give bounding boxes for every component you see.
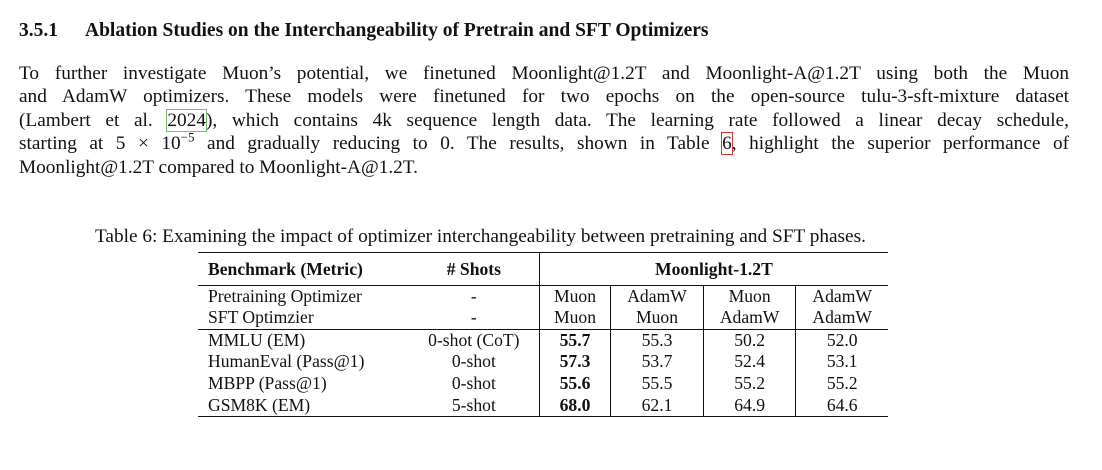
citation-link[interactable]: 2024 xyxy=(166,108,207,132)
score-cell-best: 68.0 xyxy=(538,394,611,417)
shots-cell: 0-shot xyxy=(451,372,496,393)
score-cell-best: 57.3 xyxy=(538,351,611,373)
results-table: Benchmark (Metric) # Shots Moonlight-1.2… xyxy=(198,252,888,417)
score-cell: 53.1 xyxy=(795,351,888,373)
shots-cell: 5-shot xyxy=(451,394,496,415)
score-cell: 55.3 xyxy=(610,329,704,352)
config-cell: Muon xyxy=(538,307,611,330)
config-label: Pretraining Optimizer xyxy=(208,285,362,306)
config-row: Pretraining Optimizer - Muon AdamW Muon … xyxy=(198,285,888,308)
config-row: SFT Optimzier - Muon Muon AdamW AdamW xyxy=(198,307,888,330)
score-cell: 64.9 xyxy=(702,394,796,417)
score-cell: 64.6 xyxy=(795,394,888,417)
benchmark-cell: HumanEval (Pass@1) xyxy=(208,351,365,372)
paragraph-line-5: Moonlight@1.2T compared to Moonlight-A@1… xyxy=(19,156,418,178)
line-3-text-a: (Lambert et al. xyxy=(19,109,168,131)
config-cell: AdamW xyxy=(795,285,888,308)
table-row: MBPP (Pass@1) 0-shot 55.6 55.5 55.2 55.2 xyxy=(198,372,888,395)
table-row: MMLU (EM) 0-shot (CoT) 55.7 55.3 50.2 52… xyxy=(198,329,888,352)
line-4-text-c: , highlight the superior performance of xyxy=(731,133,1070,155)
table-row: GSM8K (EM) 5-shot 68.0 62.1 64.9 64.6 xyxy=(198,394,888,417)
config-cell: Muon xyxy=(702,285,796,308)
score-cell: 50.2 xyxy=(702,329,796,352)
exponent: −5 xyxy=(180,129,195,145)
config-cell: AdamW xyxy=(610,285,704,308)
paragraph-line-1: To further investigate Muon’s potential,… xyxy=(19,63,1069,84)
line-4-text-a: starting at 5 × 10 xyxy=(19,133,181,155)
score-cell: 55.2 xyxy=(702,372,796,395)
line-4-text-b: and gradually reducing to 0. The results… xyxy=(194,133,723,155)
section-number: 3.5.1 xyxy=(19,20,58,41)
score-cell-best: 55.7 xyxy=(538,329,611,352)
benchmark-cell: MBPP (Pass@1) xyxy=(208,372,327,393)
section-heading: 3.5.1 Ablation Studies on the Interchange… xyxy=(19,20,709,42)
benchmark-cell: GSM8K (EM) xyxy=(208,394,311,415)
score-cell: 53.7 xyxy=(610,351,704,373)
config-cell: Muon xyxy=(538,285,611,308)
header-model: Moonlight-1.2T xyxy=(538,252,888,286)
shots-cell: 0-shot (CoT) xyxy=(428,329,520,350)
config-cell: Muon xyxy=(610,307,704,330)
config-cell: AdamW xyxy=(795,307,888,330)
line-3-text-b: ), which contains 4k sequence length dat… xyxy=(205,109,1069,131)
table-reference-link[interactable]: 6 xyxy=(721,132,733,156)
score-cell: 55.2 xyxy=(795,372,888,395)
section-title: Ablation Studies on the Interchangeabili… xyxy=(85,20,709,41)
score-cell: 62.1 xyxy=(610,394,704,417)
table-caption: Table 6: Examining the impact of optimiz… xyxy=(95,226,866,247)
score-cell: 52.0 xyxy=(795,329,888,352)
score-cell: 55.5 xyxy=(610,372,704,395)
header-benchmark: Benchmark (Metric) xyxy=(208,259,363,279)
paragraph-line-3: (Lambert et al. 2024), which contains 4k… xyxy=(19,108,1069,132)
benchmark-cell: MMLU (EM) xyxy=(208,329,306,350)
body-paragraph: To further investigate Muon’s potential,… xyxy=(19,62,1069,179)
table-row: HumanEval (Pass@1) 0-shot 57.3 53.7 52.4… xyxy=(198,351,888,373)
paragraph-line-4: starting at 5 × 10−5 and gradually reduc… xyxy=(19,129,1070,156)
table-header-row: Benchmark (Metric) # Shots Moonlight-1.2… xyxy=(198,252,888,286)
score-cell: 52.4 xyxy=(702,351,796,373)
score-cell-best: 55.6 xyxy=(538,372,611,395)
header-shots: # Shots xyxy=(446,259,501,279)
config-label: SFT Optimzier xyxy=(208,307,314,328)
config-shots: - xyxy=(470,285,477,306)
paragraph-line-2: and AdamW optimizers. These models were … xyxy=(19,86,1069,108)
config-cell: AdamW xyxy=(702,307,796,330)
config-shots: - xyxy=(470,307,477,328)
shots-cell: 0-shot xyxy=(451,351,496,372)
